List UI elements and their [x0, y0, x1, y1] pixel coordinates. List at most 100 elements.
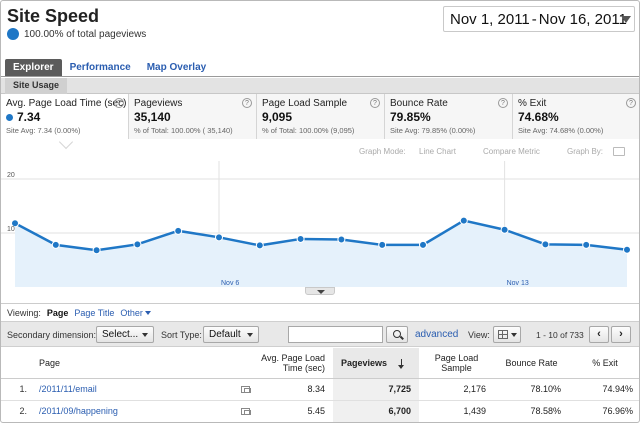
chevron-down-icon	[144, 311, 151, 316]
open-external-icon[interactable]	[241, 407, 251, 415]
help-icon[interactable]: ?	[114, 98, 124, 108]
row-index: 1.	[1, 378, 33, 401]
column-bounce-rate[interactable]: Bounce Rate	[494, 348, 569, 379]
metric-value: 35,140	[134, 110, 171, 124]
cell-pageviews: 6,700	[333, 400, 419, 422]
metric-value-wrap: 7.34	[6, 110, 123, 124]
open-external-icon[interactable]	[241, 385, 251, 393]
help-icon[interactable]: ?	[242, 98, 252, 108]
cell-pageviews: 7,725	[333, 378, 419, 401]
column-exit-rate[interactable]: % Exit	[569, 348, 639, 379]
metric-page-load-sample[interactable]: Page Load Sample 9,095 % of Total: 100.0…	[257, 94, 385, 139]
metric-value: 7.34	[17, 110, 41, 124]
graph-by-label: Graph By:	[567, 147, 604, 156]
cell-bounce-rate: 78.58%	[494, 400, 569, 422]
secondary-dimension-label: Secondary dimension:	[7, 330, 97, 340]
secondary-dimension-select[interactable]: Select...	[96, 326, 154, 343]
data-point	[337, 235, 346, 244]
viewing-label: Viewing:	[7, 307, 41, 318]
series-area	[15, 220, 627, 287]
data-point	[255, 241, 264, 250]
calendar-icon[interactable]	[613, 147, 625, 156]
y-tick-label: 10	[7, 226, 15, 233]
chevron-down-icon[interactable]	[621, 16, 631, 23]
metric-label: Avg. Page Load Time (sec)	[6, 98, 127, 109]
metric-bounce-rate[interactable]: Bounce Rate 79.85% Site Avg: 79.85% (0.0…	[385, 94, 513, 139]
search-icon	[393, 330, 401, 338]
cell-page: /2011/11/email	[33, 378, 256, 401]
segment-summary: 100.00% of total pageviews	[7, 28, 146, 40]
chevron-down-icon	[247, 333, 253, 337]
view-label: View:	[468, 330, 490, 340]
data-point	[215, 233, 223, 242]
data-point	[419, 240, 427, 249]
column-index	[1, 348, 33, 379]
column-page[interactable]: Page	[33, 348, 256, 379]
dimension-other[interactable]: Other	[120, 308, 151, 318]
table-view-select[interactable]	[493, 326, 521, 343]
date-start: Nov 1, 2011	[450, 10, 530, 28]
column-pageviews[interactable]: Pageviews	[333, 348, 419, 379]
data-point	[378, 240, 387, 249]
cell-bounce-rate: 78.10%	[494, 378, 569, 401]
pagination-range: 1 - 10 of 733	[536, 330, 584, 340]
x-tick-label: Nov 13	[507, 280, 529, 287]
previous-page-button[interactable]: ‹	[589, 326, 609, 343]
table-header-row: Page Avg. Page Load Time (sec) Pageviews…	[1, 348, 639, 379]
metric-scorecard: Avg. Page Load Time (sec) 7.34 Site Avg:…	[1, 94, 639, 139]
primary-dimension-bar: Viewing: Page Page Title Other	[1, 303, 639, 321]
cell-page-load-sample: 1,439	[419, 400, 494, 422]
graph-controls: Graph Mode: Line Chart Compare Metric Gr…	[1, 145, 639, 159]
column-avg-load-time[interactable]: Avg. Page Load Time (sec)	[256, 348, 333, 379]
page-link[interactable]: /2011/09/happening	[39, 406, 118, 416]
date-range-picker[interactable]: Nov 1, 2011 - Nov 16, 2011	[443, 6, 635, 32]
sort-type-select[interactable]: Default	[203, 326, 259, 343]
page-link[interactable]: /2011/11/email	[39, 384, 97, 394]
help-icon[interactable]: ?	[370, 98, 380, 108]
series-color-dot	[6, 113, 13, 121]
date-end: Nov 16, 2011	[538, 10, 627, 28]
metric-avg-page-load-time[interactable]: Avg. Page Load Time (sec) 7.34 Site Avg:…	[1, 94, 129, 139]
pie-chart-icon	[7, 28, 19, 40]
metric-exit-rate[interactable]: % Exit 74.68% Site Avg: 74.68% (0.00%) ?	[513, 94, 639, 139]
secondary-dimension-value: Select...	[102, 329, 139, 340]
chevron-down-icon	[142, 333, 148, 337]
search-button[interactable]	[386, 326, 408, 343]
tab-map-overlay[interactable]: Map Overlay	[146, 62, 207, 73]
help-icon[interactable]: ?	[626, 98, 636, 108]
cell-exit-rate: 76.96%	[569, 400, 639, 422]
tab-explorer[interactable]: Explorer	[5, 59, 62, 76]
dimension-page[interactable]: Page	[46, 307, 69, 318]
data-point	[92, 246, 101, 255]
cell-avg-load-time: 8.34	[256, 378, 333, 401]
metric-total: % of Total: 100.00% (9,095)	[262, 126, 355, 135]
dimension-page-title[interactable]: Page Title	[74, 307, 115, 318]
table-toolbar: Secondary dimension: Select... Sort Type…	[1, 321, 639, 347]
metric-site-avg: Site Avg: 79.85% (0.00%)	[390, 126, 476, 135]
metric-label: Bounce Rate	[390, 98, 448, 109]
subtab-site-usage[interactable]: Site Usage	[5, 78, 68, 94]
column-page-load-sample[interactable]: Page Load Sample	[419, 348, 494, 379]
help-icon[interactable]: ?	[498, 98, 508, 108]
metric-total: % of Total: 100.00% ( 35,140)	[134, 126, 233, 135]
metric-pageviews[interactable]: Pageviews 35,140 % of Total: 100.00% ( 3…	[129, 94, 257, 139]
series-line	[14, 219, 628, 252]
cell-avg-load-time: 5.45	[256, 400, 333, 422]
data-point	[541, 240, 550, 249]
metric-label: Pageviews	[134, 98, 183, 109]
sort-type-value: Default	[209, 329, 241, 340]
grid-icon	[498, 330, 508, 339]
cell-exit-rate: 74.94%	[569, 378, 639, 401]
tab-performance[interactable]: Performance	[69, 62, 131, 73]
next-page-button[interactable]: ›	[611, 326, 631, 343]
chart-collapse-handle[interactable]	[305, 287, 335, 295]
metric-value: 9,095	[262, 110, 293, 124]
table-row: 2. /2011/09/happening 5.45 6,700 1,439 7…	[1, 400, 639, 422]
row-index: 2.	[1, 400, 33, 422]
advanced-filter-link[interactable]: advanced	[415, 329, 459, 340]
graph-mode-label: Graph Mode:	[359, 147, 406, 156]
table-search-input[interactable]	[288, 326, 383, 343]
graph-mode-value[interactable]: Line Chart	[419, 147, 456, 156]
chevron-down-icon	[511, 333, 517, 337]
compare-metric[interactable]: Compare Metric	[483, 147, 540, 156]
